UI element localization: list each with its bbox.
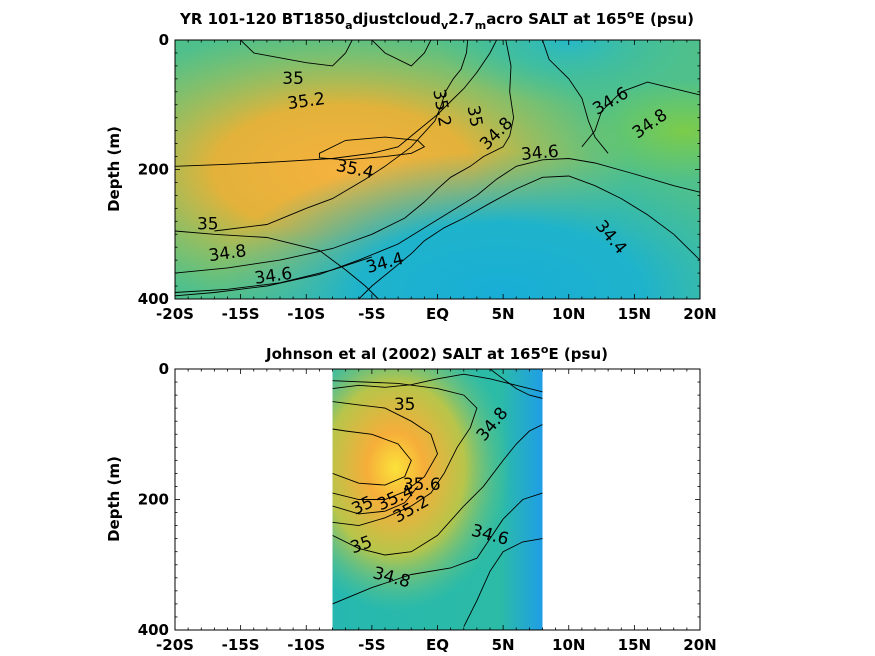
chart-2-contour-6 <box>332 373 543 393</box>
chart-2-contour-5 <box>332 486 419 515</box>
chart-2-xtick-label: 10N <box>552 636 585 654</box>
chart-1-contour-4 <box>175 158 700 297</box>
chart-1-contour-9 <box>240 40 353 67</box>
chart-2-contour-label: 35.6 <box>403 475 441 495</box>
chart-1-contour-label: 35 <box>197 215 219 235</box>
chart-2-contour-7 <box>489 369 543 399</box>
chart-1-contour-0 <box>175 230 379 299</box>
chart-2-xtick-label: 20N <box>683 636 716 654</box>
chart-2-plot-area: 35 34.835.635.435 35.235 34.634.8-20S -15S -1… <box>138 360 717 654</box>
chart-2-xtick-label: 5N <box>492 636 515 654</box>
chart-1-xtick-label: 15N <box>618 305 651 323</box>
chart-2-contour-0 <box>332 424 543 556</box>
chart-1-xtick-label: 20N <box>683 305 716 323</box>
chart-1-contour-1 <box>214 40 469 232</box>
chart-2-ytick-label: 400 <box>138 621 169 639</box>
chart-1-contour-10 <box>371 40 432 67</box>
chart-2-xtick-label: -20S <box>156 636 194 654</box>
chart-1-xtick-label: 5N <box>492 305 515 323</box>
chart-1-xtick-label: -15S <box>222 305 260 323</box>
chart-1-contour-7 <box>542 40 609 154</box>
chart-1-xtick-label: -10S <box>287 305 325 323</box>
chart-1-xtick-label: 10N <box>552 305 585 323</box>
chart-2-contour-1 <box>332 492 543 605</box>
chart-1-contour-5 <box>358 175 700 299</box>
chart-2-ytick-label: 200 <box>138 491 169 509</box>
chart-2-xtick-label: -10S <box>287 636 325 654</box>
chart-1-contour-2 <box>175 40 498 167</box>
chart-2-contour-label: 35 <box>394 395 416 415</box>
chart-1-title: YR 101-120 BT1850adjustcloudv2.7macro SA… <box>179 8 694 32</box>
chart-2-xtick-label: -15S <box>222 636 260 654</box>
chart-1-contour-3 <box>175 40 515 274</box>
chart-1-contour-label: 34.6 <box>520 142 559 165</box>
chart-1-xtick-label: -20S <box>156 305 194 323</box>
chart-1-xtick-label: EQ <box>426 305 449 323</box>
chart-2-contour-4 <box>332 428 412 486</box>
chart-2-title: Johnson et al (2002) SALT at 165oE (psu) <box>265 343 608 363</box>
chart-2-contour-3 <box>332 401 438 500</box>
chart-2-contour-8 <box>463 538 543 627</box>
chart-1-contour-closed-0 <box>318 136 426 161</box>
chart-2-ylabel: Depth (m) <box>105 456 123 542</box>
chart-1-contour-6 <box>581 81 700 148</box>
chart-1-ytick-label: 0 <box>159 31 169 49</box>
chart-1-ytick-label: 200 <box>138 161 169 179</box>
chart-1-ytick-label: 400 <box>138 290 169 308</box>
chart-1-contour-label: 35 <box>282 69 304 89</box>
chart-1-salinity-field <box>175 40 700 299</box>
chart-1-xtick-label: -5S <box>358 305 385 323</box>
chart-2-xtick-label: EQ <box>426 636 449 654</box>
chart-2-contour-2 <box>332 380 478 527</box>
chart-2-xtick-label: 15N <box>618 636 651 654</box>
chart-2-xtick-label: -5S <box>358 636 385 654</box>
chart-1-contour-8 <box>175 256 373 293</box>
chart-2-ytick-label: 0 <box>159 360 169 378</box>
chart-1-ylabel: Depth (m) <box>105 126 123 212</box>
chart-1-contour-label: 35 <box>463 104 486 129</box>
